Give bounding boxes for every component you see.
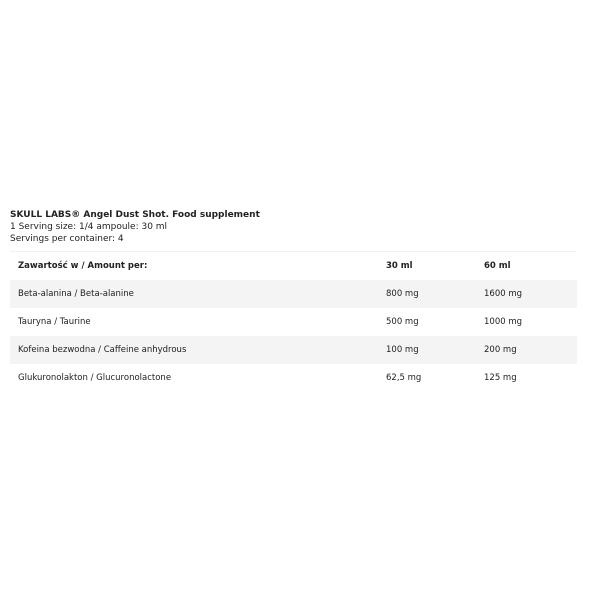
- value-cell: 200 mg: [484, 336, 577, 364]
- value-cell: 500 mg: [386, 317, 419, 327]
- value-cell: 1000 mg: [484, 317, 523, 327]
- header-cell: 30 ml: [386, 261, 413, 271]
- header-cell: 60 ml: [484, 261, 511, 271]
- header-cell: Zawartość w / Amount per:: [18, 261, 148, 271]
- table-row: Glukuronolakton / Glucuronolactone 62,5 …: [10, 364, 577, 392]
- value-cell: 800 mg: [386, 280, 484, 308]
- table-row: Beta-alanina / Beta-alanine 800 mg 1600 …: [10, 280, 577, 308]
- value-cell: 1600 mg: [484, 280, 577, 308]
- product-intro: SKULL LABS® Angel Dust Shot. Food supple…: [10, 209, 260, 245]
- value-cell: 62,5 mg: [386, 373, 422, 383]
- servings-per-container: Servings per container: 4: [10, 234, 124, 244]
- ingredient-cell: Kofeina bezwodna / Caffeine anhydrous: [10, 336, 386, 364]
- ingredient-cell: Beta-alanina / Beta-alanine: [10, 280, 386, 308]
- product-title: SKULL LABS® Angel Dust Shot. Food supple…: [10, 210, 260, 220]
- nutrition-table: Zawartość w / Amount per: 30 ml 60 ml Be…: [10, 251, 577, 392]
- serving-size: 1 Serving size: 1/4 ampoule: 30 ml: [10, 222, 168, 232]
- value-cell: 125 mg: [484, 373, 517, 383]
- value-cell: 100 mg: [386, 336, 484, 364]
- table-header: Zawartość w / Amount per: 30 ml 60 ml: [10, 252, 577, 281]
- ingredient-cell: Tauryna / Taurine: [18, 317, 91, 327]
- ingredient-cell: Glukuronolakton / Glucuronolactone: [18, 373, 172, 383]
- table-row: Kofeina bezwodna / Caffeine anhydrous 10…: [10, 336, 577, 364]
- table-row: Tauryna / Taurine 500 mg 1000 mg: [10, 308, 577, 336]
